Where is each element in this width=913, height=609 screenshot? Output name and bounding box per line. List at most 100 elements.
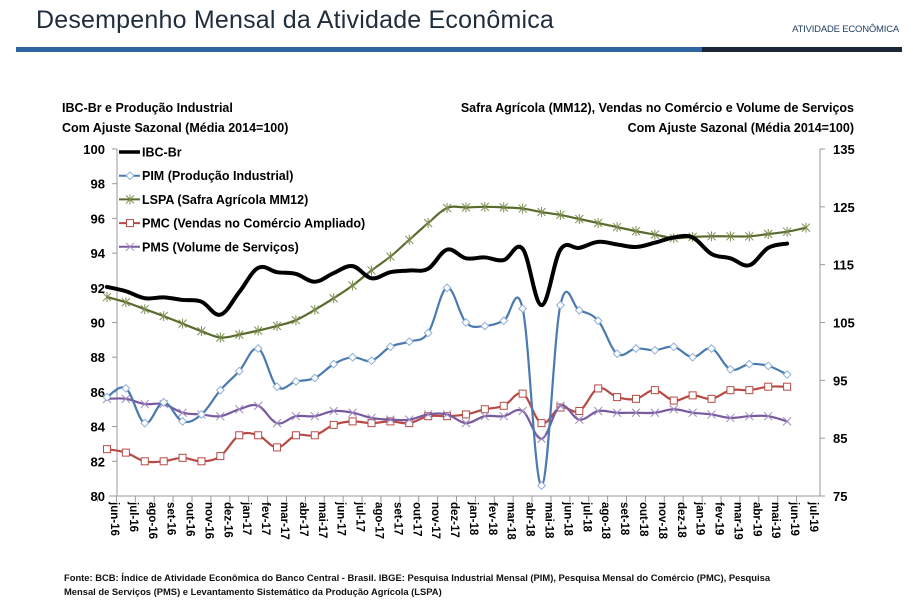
x-tick-label: jun-16 — [108, 501, 120, 536]
data-point-star — [726, 231, 735, 242]
left-y-tick-label: 84 — [91, 420, 106, 435]
data-point-star — [178, 318, 187, 329]
data-point-diamond — [707, 344, 717, 354]
data-point-square — [745, 386, 754, 395]
data-point-square — [103, 445, 111, 454]
data-point-diamond — [574, 305, 584, 315]
data-point-diamond — [196, 409, 206, 419]
right-y-tick-label: 125 — [833, 200, 855, 215]
data-point-square — [480, 405, 489, 414]
left-y-tick-label: 88 — [91, 350, 105, 365]
data-point-diamond — [423, 328, 433, 338]
data-point-star — [574, 213, 584, 224]
left-y-tick-label: 86 — [91, 385, 105, 400]
data-point-diamond — [102, 392, 112, 402]
left-y-tick-label: 92 — [91, 281, 105, 296]
right-axis-title-line1: Safra Agrícola (MM12), Vendas no Comérci… — [460, 101, 854, 115]
data-point-x — [537, 434, 546, 444]
x-tick-label: jun-17 — [335, 501, 347, 536]
x-tick-label: dez-18 — [675, 502, 687, 538]
data-point-diamond — [125, 171, 135, 181]
x-tick-label: jul-19 — [807, 501, 819, 532]
data-point-square — [159, 457, 168, 466]
data-point-square — [783, 382, 792, 391]
data-point-square — [556, 403, 565, 412]
data-point-diamond — [291, 376, 301, 386]
data-point-diamond — [329, 359, 339, 369]
data-point-square — [197, 457, 206, 466]
x-tick-label: jun-19 — [788, 501, 800, 536]
data-point-x — [404, 415, 414, 425]
left-y-tick-label: 100 — [83, 142, 105, 157]
axes: 8082848688909294969810075859510511512513… — [83, 142, 854, 540]
data-point-star — [537, 207, 546, 218]
data-point-diamond — [480, 321, 490, 331]
data-point-star — [423, 218, 433, 229]
data-point-star — [631, 226, 641, 237]
data-point-square — [140, 457, 149, 466]
data-point-x — [763, 411, 773, 421]
data-point-square — [121, 448, 130, 457]
legend-label: PIM (Produção Industrial) — [142, 169, 293, 183]
data-point-x — [480, 411, 490, 421]
data-point-star — [310, 304, 320, 315]
x-tick-label: jan-19 — [694, 501, 706, 535]
data-point-diamond — [442, 283, 452, 293]
data-point-square — [631, 394, 640, 403]
data-point-square — [291, 431, 300, 440]
data-point-x — [215, 411, 225, 421]
data-point-x — [310, 411, 320, 421]
data-point-x — [442, 410, 452, 419]
x-tick-label: abr-17 — [297, 502, 309, 537]
data-point-x — [234, 404, 244, 414]
right-y-tick-label: 75 — [833, 489, 847, 504]
data-point-star — [593, 218, 603, 229]
data-point-star — [140, 304, 150, 315]
data-point-x — [367, 413, 376, 423]
source-footer: Fonte: BCB: Índice de Atividade Econômic… — [64, 571, 844, 599]
data-point-square — [254, 431, 263, 440]
data-point-square — [178, 453, 187, 462]
series-pmc — [103, 382, 792, 466]
data-point-x — [121, 394, 131, 404]
data-point-x — [291, 411, 301, 421]
data-point-square — [273, 443, 282, 452]
x-tick-label: mar-19 — [731, 502, 743, 540]
data-point-square — [518, 389, 527, 398]
data-point-square — [235, 431, 244, 440]
data-point-square — [126, 219, 134, 228]
x-tick-label: ago-18 — [599, 502, 611, 540]
data-point-diamond — [234, 366, 244, 376]
data-point-star — [782, 226, 792, 237]
data-point-star — [348, 280, 357, 291]
data-point-square — [216, 452, 225, 461]
left-y-tick-label: 98 — [91, 177, 105, 192]
data-point-star — [518, 203, 527, 214]
x-tick-label: mar-17 — [278, 502, 290, 540]
right-y-tick-label: 115 — [833, 258, 854, 273]
x-tick-label: jun-18 — [561, 501, 573, 536]
data-point-star — [121, 297, 131, 308]
data-point-x — [499, 411, 509, 421]
data-point-star — [707, 231, 716, 242]
data-point-star — [744, 231, 754, 242]
data-point-x — [272, 418, 282, 428]
data-point-square — [348, 417, 357, 426]
data-point-x — [125, 242, 135, 252]
data-point-x — [574, 415, 584, 425]
data-point-x — [518, 406, 527, 416]
data-point-diamond — [669, 342, 679, 352]
data-point-diamond — [782, 370, 792, 380]
left-axis-title-line2: Com Ajuste Sazonal (Média 2014=100) — [62, 121, 289, 135]
data-point-square — [707, 394, 716, 403]
data-point-star — [329, 293, 339, 304]
data-point-square — [329, 420, 338, 429]
data-point-x — [631, 408, 641, 418]
data-point-diamond — [159, 397, 169, 407]
data-point-square — [594, 384, 603, 393]
x-tick-label: dez-17 — [448, 502, 460, 538]
data-point-x — [744, 411, 754, 421]
data-point-star — [556, 209, 565, 220]
data-point-x — [707, 410, 716, 419]
